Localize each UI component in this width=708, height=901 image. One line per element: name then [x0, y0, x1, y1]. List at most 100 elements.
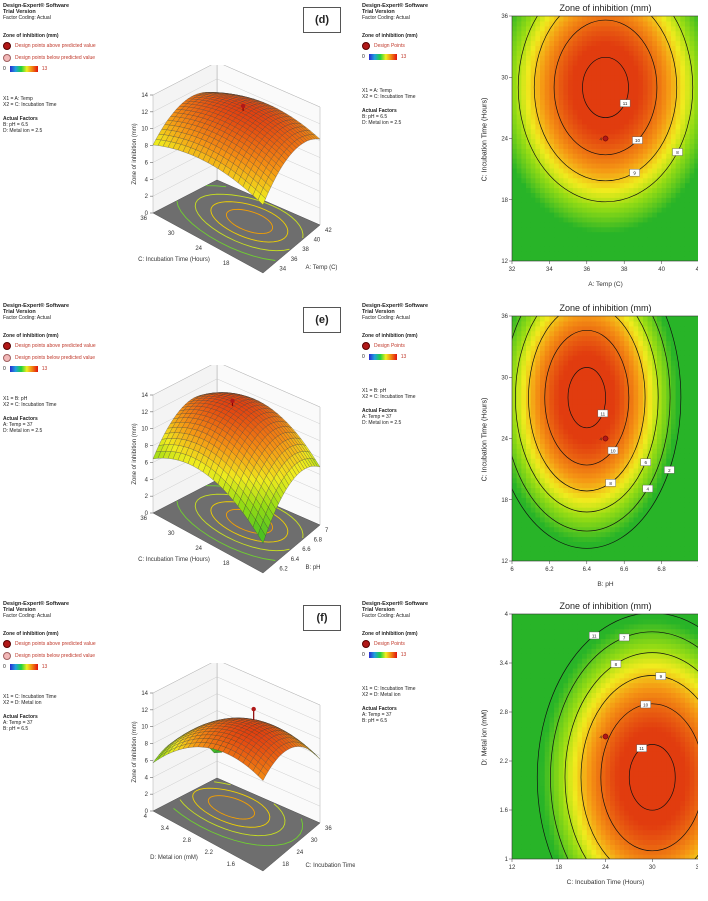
heat-cell — [582, 472, 588, 479]
heat-cell — [512, 556, 518, 561]
heat-cell — [568, 453, 574, 459]
heat-cell — [642, 40, 649, 46]
heat-cell — [605, 335, 611, 342]
heat-cell — [689, 167, 695, 174]
heat-cell — [535, 182, 541, 189]
heat-cell — [670, 507, 677, 513]
heat-cell — [512, 521, 518, 528]
contour-label: 10 — [635, 138, 641, 143]
heat-cell — [600, 35, 607, 42]
heat-cell — [638, 389, 644, 395]
heat-cell — [680, 74, 686, 81]
heat-cell — [614, 40, 621, 46]
heat-cell — [568, 340, 574, 346]
heat-cell — [582, 345, 588, 351]
heat-cell — [642, 340, 649, 346]
heat-cell — [614, 89, 621, 95]
heat-cell — [535, 118, 541, 125]
heat-cell — [596, 133, 602, 140]
heat-cell — [563, 133, 569, 140]
heat-cell — [647, 556, 653, 561]
heat-cell — [568, 438, 574, 444]
heat-cell — [638, 546, 644, 552]
heat-cell — [666, 167, 672, 174]
heat-cell — [572, 384, 579, 391]
heat-cell — [600, 369, 607, 376]
heat-cell — [516, 379, 522, 386]
heat-cell — [666, 556, 672, 561]
heat-cell — [642, 182, 649, 189]
heat-cell — [605, 384, 611, 391]
heat-cell — [558, 443, 565, 449]
heat-cell — [530, 231, 536, 238]
heat-cell — [572, 369, 579, 376]
heat-cell — [512, 40, 518, 46]
actual-factor-1: A: Temp = 37 — [3, 422, 33, 428]
heat-cell — [652, 399, 658, 405]
software-version: Trial Version — [3, 607, 36, 613]
heat-cell — [600, 492, 607, 498]
heat-cell — [605, 467, 611, 474]
heat-cell — [610, 428, 616, 435]
heat-cell — [624, 399, 630, 405]
heat-cell — [577, 512, 583, 518]
heat-cell — [558, 497, 565, 503]
heat-cell — [628, 60, 635, 66]
color-scale-bar — [368, 652, 397, 658]
heat-cell — [670, 99, 677, 105]
heat-cell — [572, 320, 579, 327]
heat-cell — [516, 99, 522, 105]
heat-cell — [577, 404, 583, 410]
heat-cell — [638, 472, 644, 479]
heat-cell — [675, 472, 681, 479]
heat-cell — [661, 526, 667, 533]
software-version: Trial Version — [362, 309, 395, 315]
heat-cell — [554, 448, 560, 454]
heat-cell — [512, 148, 518, 154]
heat-cell — [689, 65, 695, 71]
heat-cell — [558, 516, 565, 523]
heat-cell — [652, 212, 658, 218]
heat-cell — [642, 158, 649, 164]
heat-cell — [572, 128, 579, 135]
heat-cell — [647, 433, 653, 440]
heat-cell — [591, 458, 597, 464]
heat-cell — [549, 16, 555, 22]
heat-cell — [521, 394, 527, 400]
heat-cell — [694, 177, 698, 184]
heat-cell — [512, 389, 518, 395]
heat-cell — [512, 133, 518, 140]
heat-cell — [535, 236, 541, 242]
heat-cell — [652, 192, 658, 198]
heat-cell — [591, 74, 597, 81]
heat-cell — [549, 414, 555, 420]
heat-cell — [661, 448, 667, 454]
heat-cell — [582, 40, 588, 46]
heat-cell — [568, 546, 574, 552]
heat-cell — [526, 172, 532, 179]
heat-cell — [554, 497, 560, 503]
heat-cell — [666, 69, 672, 76]
heat-cell — [516, 404, 522, 410]
heat-cell — [544, 79, 550, 86]
heat-cell — [558, 65, 565, 71]
heat-cell — [610, 497, 616, 503]
heat-cell — [521, 114, 527, 120]
heat-cell — [614, 482, 621, 489]
heat-cell — [558, 133, 565, 140]
contour-line — [533, 16, 678, 182]
x-tick-label: 7 — [325, 528, 329, 534]
heat-cell — [652, 118, 658, 125]
heat-cell — [638, 236, 644, 242]
heat-cell — [535, 30, 541, 37]
heat-cell — [554, 399, 560, 405]
heat-cell — [652, 128, 658, 135]
z-tick-label: 10 — [141, 127, 148, 133]
heat-cell — [596, 207, 602, 213]
heat-cell — [652, 472, 658, 479]
heat-cell — [549, 153, 555, 159]
heat-cell — [516, 30, 522, 37]
heat-cell — [540, 138, 546, 144]
heat-cell — [694, 128, 698, 135]
heat-cell — [591, 516, 597, 523]
